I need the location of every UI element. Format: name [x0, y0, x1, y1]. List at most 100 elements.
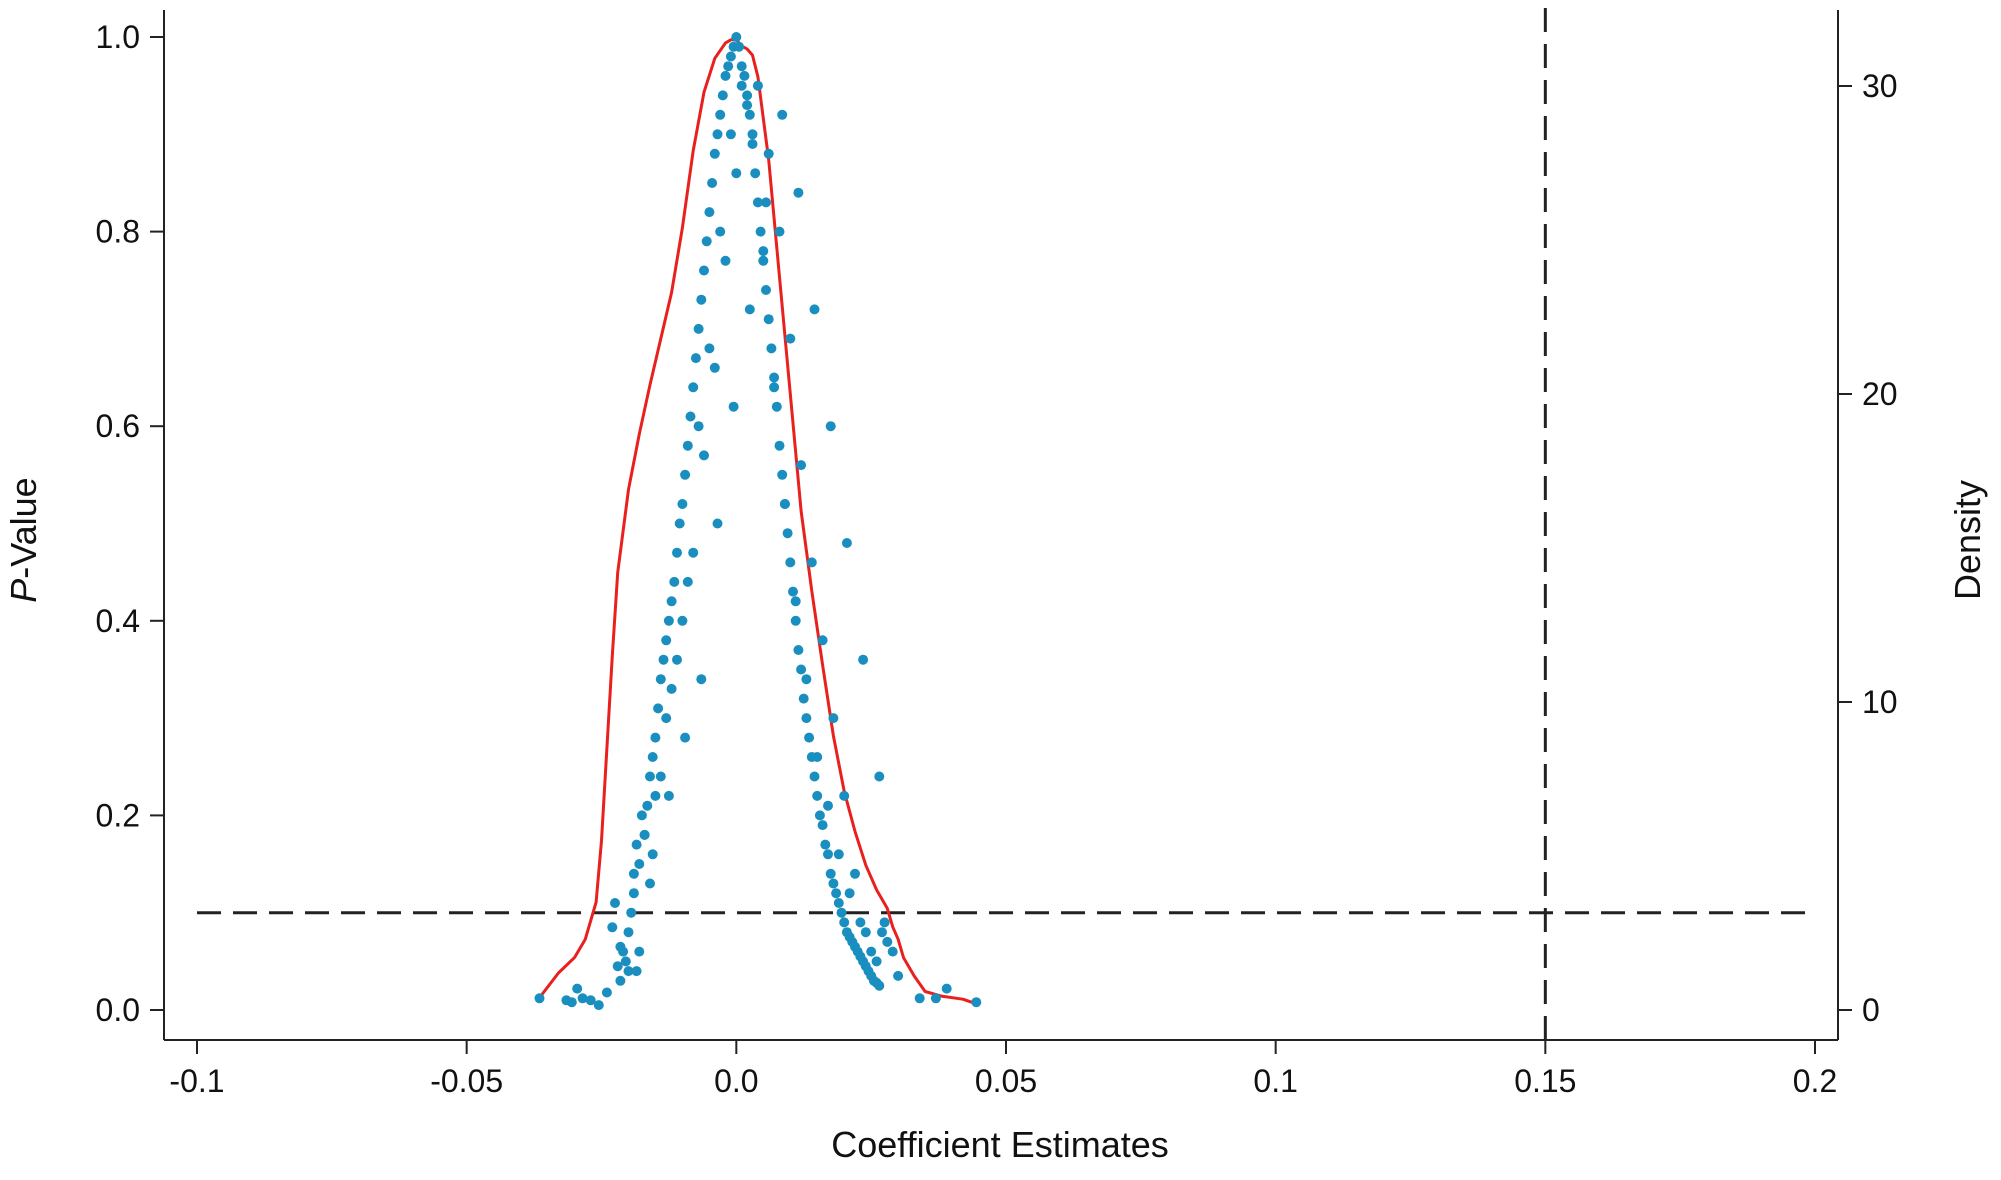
scatter-point: [618, 946, 629, 957]
y-axis-left-title-rest: -Value: [3, 477, 44, 578]
y-left-tick-label: 0.8: [96, 214, 140, 250]
y-right-tick-label: 20: [1862, 376, 1898, 412]
y-right-tick-label: 10: [1862, 684, 1898, 720]
scatter-point: [720, 70, 731, 81]
scatter-point: [839, 790, 850, 801]
scatter-point: [893, 970, 904, 981]
scatter-point: [736, 80, 747, 91]
scatter-point: [971, 997, 982, 1008]
scatter-point: [774, 440, 785, 451]
scatter-point: [766, 343, 777, 354]
scatter-point: [761, 197, 771, 208]
scatter-point: [796, 664, 807, 675]
scatter-point: [758, 246, 769, 257]
scatter-point: [860, 927, 871, 938]
scatter-point: [623, 966, 634, 977]
y-left-tick-label: 1.0: [96, 19, 140, 55]
scatter-point: [663, 790, 674, 801]
scatter-point: [655, 771, 666, 782]
x-axis-title: Coefficient Estimates: [831, 1124, 1168, 1165]
scatter-point: [812, 752, 823, 762]
scatter-point: [709, 362, 720, 373]
scatter-point: [779, 499, 790, 509]
scatter-point: [731, 32, 742, 42]
scatter-point: [717, 90, 728, 101]
scatter-point: [761, 285, 771, 295]
scatter-point: [941, 983, 952, 994]
scatter-point: [699, 265, 709, 276]
scatter-point: [650, 790, 661, 801]
scatter-point: [704, 207, 715, 218]
x-tick-label: 0.05: [975, 1063, 1037, 1099]
scatter-point: [809, 771, 820, 782]
scatter-point: [817, 820, 828, 831]
scatter-point: [715, 226, 726, 237]
x-axis-ticks: -0.1 -0.05 0.0 0.05 0.1 0.15 0.2: [169, 1040, 1837, 1099]
scatter-point: [680, 732, 691, 743]
scatter-point: [534, 993, 545, 1004]
scatter-point: [566, 997, 577, 1008]
scatter-point: [812, 790, 823, 801]
scatter-point: [777, 109, 788, 120]
scatter-point: [642, 800, 653, 811]
scatter-point: [747, 129, 758, 140]
x-tick-label: 0.1: [1253, 1063, 1297, 1099]
scatter-point: [628, 888, 639, 899]
scatter-point: [782, 528, 793, 539]
x-tick-label: 0.0: [714, 1063, 758, 1099]
scatter-point: [817, 635, 828, 646]
scatter-point: [658, 654, 669, 665]
scatter-point: [626, 907, 637, 918]
scatter-point: [806, 557, 817, 568]
y-axis-left-title: P-Value: [3, 477, 44, 602]
scatter-point: [645, 771, 655, 782]
scatter-point: [823, 800, 833, 811]
scatter-point: [833, 849, 844, 860]
scatter-point: [858, 654, 869, 665]
scatter-point: [650, 732, 661, 743]
scatter-point: [636, 810, 647, 821]
scatter-point: [653, 703, 664, 714]
scatter-point: [887, 946, 898, 957]
scatter-point: [709, 148, 720, 159]
scatter-point: [833, 898, 844, 908]
scatter-point: [839, 917, 850, 928]
scatter-point: [914, 993, 925, 1004]
scatter-point: [828, 878, 839, 889]
reference-lines: [197, 8, 1810, 1040]
scatter-point: [874, 771, 885, 782]
scatter-point: [631, 839, 642, 850]
scatter-point: [796, 460, 807, 471]
scatter-point: [701, 236, 712, 247]
scatter-point: [661, 713, 672, 724]
x-tick-label: -0.05: [430, 1063, 503, 1099]
scatter-point: [844, 888, 855, 899]
density-curve-group: [538, 38, 977, 1006]
scatter-point: [647, 849, 658, 860]
y-right-tick-label: 0: [1862, 992, 1880, 1028]
scatter-point: [607, 922, 618, 933]
y-axis-left-title-italic: P: [3, 579, 44, 603]
scatter-point: [855, 917, 866, 928]
scatter-point: [841, 538, 852, 548]
scatter-point: [661, 635, 672, 646]
scatter-point: [871, 956, 882, 967]
scatter-point: [879, 917, 890, 928]
scatter-point: [731, 168, 742, 179]
scatter-point: [680, 469, 691, 480]
scatter-point: [634, 946, 645, 957]
scatter-point: [828, 713, 839, 724]
scatter-point: [785, 333, 796, 344]
scatter-point: [874, 980, 885, 991]
scatter-point: [688, 382, 699, 393]
scatter-point: [725, 51, 736, 62]
scatter-point: [682, 440, 693, 451]
scatter-point: [801, 674, 812, 685]
scatter-point: [696, 294, 707, 305]
scatter-point: [645, 878, 655, 889]
scatter-point: [620, 956, 631, 967]
scatter-point: [734, 41, 744, 52]
scatter-point: [585, 995, 596, 1006]
scatter-point: [793, 645, 804, 655]
